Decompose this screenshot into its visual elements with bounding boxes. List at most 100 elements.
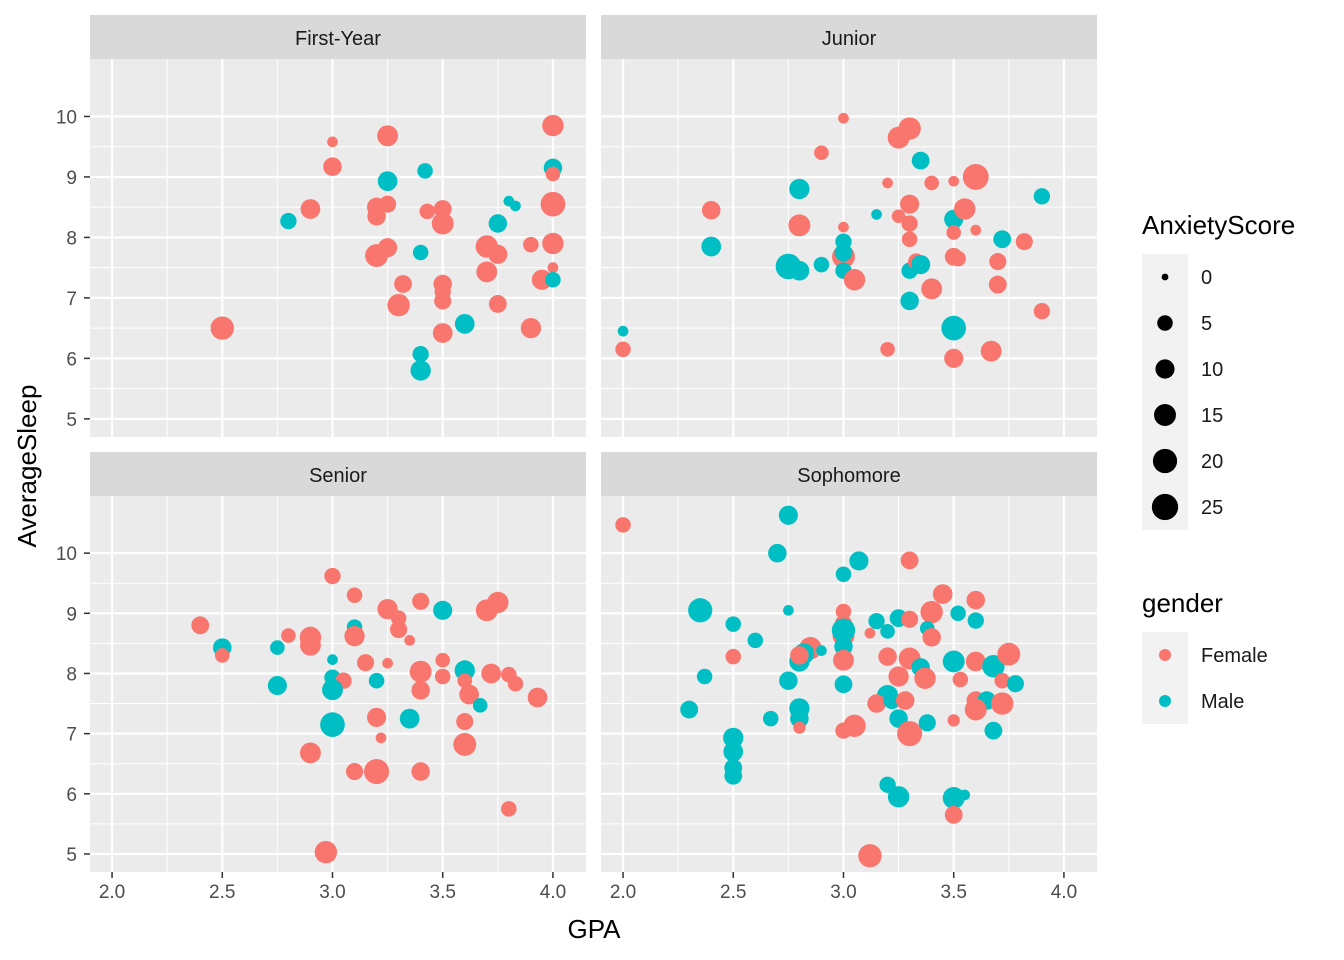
data-point-male: [887, 786, 910, 808]
data-point-female: [300, 199, 321, 219]
size-legend-title: AnxietyScore: [1142, 210, 1295, 240]
data-point-male: [680, 700, 699, 719]
y-tick-label: 5: [66, 410, 77, 431]
data-point-female: [891, 209, 906, 224]
data-point-female: [419, 203, 436, 220]
data-point-female: [946, 225, 962, 240]
data-point-female: [952, 671, 969, 688]
data-point-female: [409, 660, 432, 683]
data-point-female: [542, 232, 564, 255]
y-tick-label: 6: [66, 349, 77, 370]
data-point-female: [843, 714, 866, 738]
y-axis-top: 5 6 7 8 9 10: [56, 107, 90, 431]
data-point-female: [966, 590, 986, 610]
data-point-male: [267, 675, 287, 696]
data-point-female: [920, 600, 943, 624]
x-tick-label: 4.0: [1051, 882, 1077, 903]
data-point-female: [994, 672, 1010, 689]
panel-senior: Senior: [90, 452, 586, 872]
data-point-male: [1033, 188, 1051, 205]
data-point-female: [701, 200, 721, 220]
data-point-female: [897, 721, 923, 747]
data-point-female: [922, 628, 941, 647]
data-point-female: [540, 191, 566, 217]
data-point-male: [790, 709, 809, 728]
data-point-male: [984, 721, 1003, 740]
data-point-male: [816, 645, 827, 656]
legend-key-male: [1159, 695, 1171, 707]
data-point-female: [542, 114, 564, 137]
data-point-male: [433, 600, 453, 620]
data-point-female: [346, 587, 363, 604]
size-legend-label: 10: [1201, 359, 1223, 381]
data-point-male: [762, 710, 779, 727]
panel-title: Senior: [309, 465, 367, 487]
panel-strip: [601, 452, 1097, 496]
panel-first-year: First-Year: [90, 15, 586, 437]
data-point-male: [270, 640, 285, 655]
data-point-female: [344, 626, 365, 647]
data-point-male: [849, 551, 869, 571]
data-point-female: [387, 293, 410, 317]
x-tick-label: 2.5: [209, 882, 235, 903]
data-point-female: [838, 112, 849, 124]
gridlines: [90, 59, 586, 437]
data-point-male: [412, 244, 429, 261]
size-legend-label: 15: [1201, 405, 1223, 427]
data-points: [210, 114, 566, 381]
data-point-female: [838, 221, 849, 233]
data-point-female: [345, 762, 364, 781]
data-points: [615, 112, 1051, 368]
size-legend-label: 25: [1201, 497, 1223, 519]
color-legend: gender Female Male: [1142, 588, 1268, 724]
data-point-female: [948, 175, 960, 187]
x-axis-title: GPA: [568, 914, 622, 944]
data-point-female: [980, 340, 1002, 362]
data-point-female: [488, 295, 507, 313]
data-point-female: [954, 198, 976, 220]
data-point-male: [472, 698, 488, 713]
data-point-male: [967, 612, 984, 629]
data-point-female: [404, 635, 415, 646]
data-point-female: [964, 698, 987, 721]
data-point-male: [696, 668, 713, 685]
data-point-female: [501, 801, 517, 817]
panel-sophomore: Sophomore: [601, 452, 1097, 872]
y-tick-label: 10: [56, 107, 77, 128]
y-tick-label: 5: [66, 845, 77, 866]
data-point-female: [835, 603, 852, 620]
data-point-male: [942, 650, 965, 673]
data-point-male: [868, 612, 885, 630]
panel-strip: [90, 15, 586, 59]
data-point-female: [545, 166, 561, 182]
data-point-female: [382, 657, 393, 669]
data-point-male: [723, 727, 744, 748]
data-point-female: [459, 684, 480, 705]
y-tick-label: 8: [66, 228, 77, 249]
data-point-female: [411, 681, 430, 700]
size-legend-label: 0: [1201, 267, 1212, 289]
data-point-female: [997, 642, 1021, 666]
data-point-female: [887, 126, 910, 149]
size-legend-label: 20: [1201, 451, 1223, 473]
data-point-female: [364, 758, 390, 785]
data-point-male: [789, 178, 810, 200]
data-point-female: [210, 316, 234, 340]
data-point-male: [789, 260, 810, 281]
color-legend-title: gender: [1142, 588, 1223, 618]
x-tick-label: 4.0: [540, 882, 566, 903]
legend-label-female: Female: [1201, 645, 1268, 667]
data-point-female: [882, 177, 893, 189]
data-point-female: [378, 238, 398, 258]
data-point-male: [701, 236, 722, 257]
data-point-female: [991, 692, 1014, 715]
data-point-female: [432, 323, 453, 343]
data-point-male: [725, 616, 742, 632]
data-point-male: [880, 624, 895, 639]
data-point-male: [871, 209, 882, 220]
x-tick-label: 3.0: [319, 882, 345, 903]
data-point-male: [900, 291, 919, 311]
data-point-female: [507, 675, 524, 692]
data-point-male: [942, 787, 965, 809]
